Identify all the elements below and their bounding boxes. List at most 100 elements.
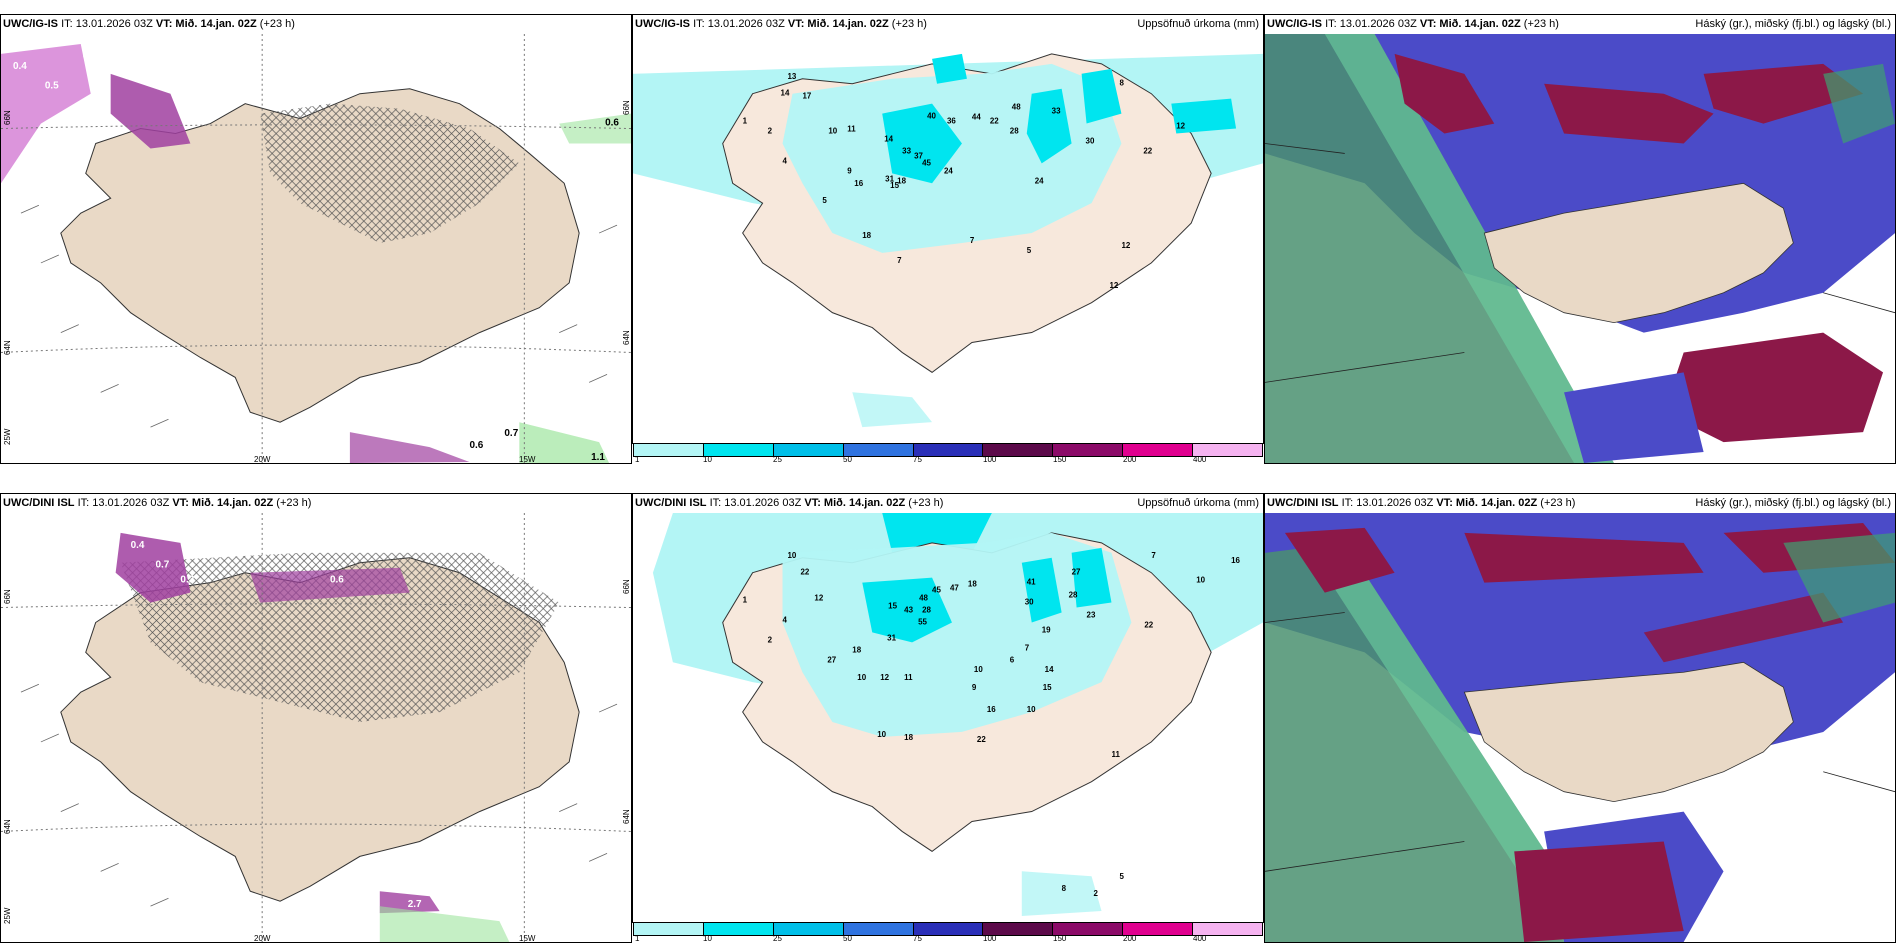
precip-value: 24 [1035,176,1044,185]
model-name: UWC/DINI ISL [3,497,75,509]
panel-header: UWC/IG-IS IT: 13.01.2026 03Z VT: Mið. 14… [633,15,1263,34]
colorbar-tick: 25 [773,934,782,943]
precip-value: 7 [897,256,902,265]
precip-value: 4 [783,615,788,624]
precip-value: 33 [1052,107,1061,116]
precip-value: 28 [1010,127,1019,136]
precip-value: 14 [1045,665,1054,674]
precip-value: 18 [897,176,906,185]
colorbar-swatch [1123,444,1194,456]
colorbar-tick: 200 [1123,455,1137,464]
precip-value: 47 [950,584,959,593]
init-time: IT: 13.01.2026 03Z [1325,18,1417,30]
precip-labels: 10 22 12 1 2 4 27 18 10 12 11 31 15 43 4… [743,551,1241,898]
colorbar: 1 10 25 50 75 100 150 200 400 [633,922,1263,943]
lead-time: (+23 h) [1523,18,1559,30]
precip-value: 22 [990,117,999,126]
precip-value: 48 [1012,103,1021,112]
precip-value: 1 [743,117,748,126]
precip-value: 45 [932,586,941,595]
model-name: UWC/IG-IS [1267,18,1322,30]
iceland-land [1483,182,1794,324]
colorbar-swatch [634,444,704,456]
precip-map[interactable]: 10 22 12 1 2 4 27 18 10 12 11 31 15 43 4… [633,513,1263,922]
precip-value: 28 [1069,591,1078,600]
colorbar-swatch [703,444,774,456]
colorbar-swatch [843,923,914,935]
precip-value: 9 [847,166,852,175]
precip-value: 40 [927,112,936,121]
init-time: IT: 13.01.2026 03Z [77,497,170,509]
precip-value: 22 [800,568,809,577]
icing-value: 2.7 [408,899,422,910]
panel-header: UWC/IG-IS IT: 13.01.2026 03Z VT: Mið. 14… [1,15,631,34]
colorbar-tick: 200 [1123,934,1137,943]
colorbar-swatch [1053,923,1124,935]
panel-title: Háský (gr.), miðský (fj.bl.) og lágský (… [1695,497,1891,509]
icing-map[interactable]: 0.5 0.4 0.3 0.6 1.1 0.7 0.6 [1,34,631,463]
lat-label: 64N [622,809,631,824]
panel-title: Uppsöfnuð úrkoma (mm) [1137,497,1259,509]
precip-value: 36 [947,117,956,126]
icing-value: 0.5 [45,81,59,92]
lead-time: (+23 h) [276,497,312,509]
precip-value: 16 [854,179,863,188]
precip-value: 12 [1121,241,1130,250]
colorbar-swatch [1123,923,1194,935]
precip-value: 7 [1025,643,1030,652]
precip-value: 2 [768,635,773,644]
precip-value: 17 [802,92,811,101]
precip-value: 18 [904,733,913,742]
precip-value: 28 [922,606,931,615]
precip-map[interactable]: 13 14 17 1 2 4 5 9 10 11 14 16 15 18 18 … [633,34,1263,443]
precip-value: 10 [788,551,797,560]
precip-value: 30 [1025,598,1034,607]
valid-time: VT: Mið. 14.jan. 02Z [1419,18,1521,30]
precip-value: 10 [828,127,837,136]
icing-map[interactable]: 0.4 0.7 0.3 0.6 2.7 [1,513,631,942]
lon-label: 15W [519,934,536,943]
colorbar-swatches [633,443,1263,457]
cloud-map[interactable] [1265,34,1895,463]
lat-label: 64N [3,819,12,834]
precip-value: 6 [1010,655,1015,664]
precip-labels: 13 14 17 1 2 4 5 9 10 11 14 16 15 18 18 … [743,72,1186,290]
lon-label: 20W [254,934,271,943]
precip-value: 9 [972,683,977,692]
icing-value: 0.4 [131,540,145,551]
lon-label: 20W [254,455,271,464]
precip-value: 10 [1196,576,1205,585]
model-name: UWC/DINI ISL [635,497,707,509]
panel-title: Uppsöfnuð úrkoma (mm) [1137,18,1259,30]
precip-value: 48 [919,594,928,603]
cloud-map[interactable] [1265,513,1895,942]
lat-label: 66N [3,110,12,125]
precip-value: 12 [814,594,823,603]
colorbar-swatch [634,923,704,935]
precip-value: 8 [1062,884,1067,893]
colorbar-swatch [913,444,984,456]
icing-panel-row2: UWC/DINI ISL IT: 13.01.2026 03Z VT: Mið.… [0,493,632,943]
precip-value: 43 [904,606,913,615]
precip-value: 16 [987,705,996,714]
precip-value: 41 [1027,578,1036,587]
precip-value: 11 [847,125,856,134]
icing-value: 0.3 [83,51,97,62]
precip-value: 23 [1087,610,1096,619]
precip-value: 15 [888,602,897,611]
precip-value: 19 [1042,625,1051,634]
lon-edge-label: 25W [3,428,12,445]
colorbar-swatch [843,444,914,456]
init-time: IT: 13.01.2026 03Z [709,497,802,509]
colorbar-tick: 100 [983,455,997,464]
icing-value: 0.7 [156,560,170,571]
colorbar-tick: 150 [1053,934,1067,943]
wind-barbs [20,204,618,428]
colorbar-swatch [703,923,774,935]
colorbar-tick: 1 [635,455,640,464]
precip-value: 7 [970,236,975,245]
colorbar-ticks: 1 10 25 50 75 100 150 200 400 [633,455,1263,467]
precip-value: 4 [783,156,788,165]
precip-value: 30 [1086,136,1095,145]
valid-time: VT: Mið. 14.jan. 02Z [787,18,889,30]
